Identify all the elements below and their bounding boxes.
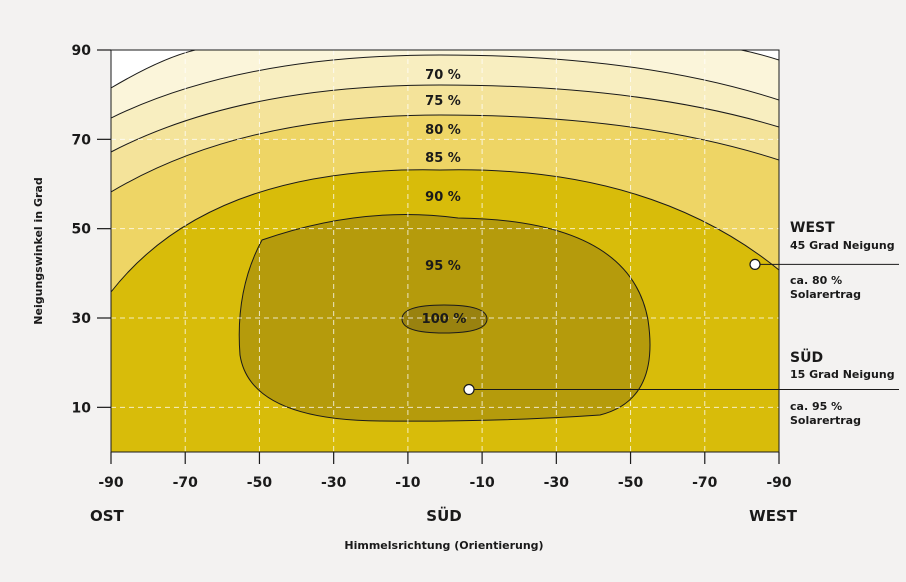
- contour-level-label: 70 %: [425, 68, 461, 83]
- x-tick-label: -90: [766, 475, 792, 491]
- x-tick-label: -30: [321, 475, 347, 491]
- contour-level-label: 90 %: [425, 190, 461, 205]
- direction-label: SÜD: [426, 506, 461, 525]
- x-tick-label: -90: [98, 475, 124, 491]
- y-tick-label: 30: [72, 311, 92, 327]
- annotation-heading: WEST: [790, 220, 835, 236]
- x-tick-label: -10: [395, 475, 421, 491]
- direction-label: OST: [90, 507, 125, 525]
- annotation-tilt-text: 45 Grad Neigung: [790, 239, 895, 252]
- x-tick-label: -50: [247, 475, 273, 491]
- y-tick-label: 70: [72, 132, 92, 148]
- annotation-value-text: ca. 95 %: [790, 400, 842, 413]
- x-tick-label: -50: [618, 475, 644, 491]
- contour-level-label: 75 %: [425, 94, 461, 109]
- annotation-tilt-text: 15 Grad Neigung: [790, 368, 895, 381]
- y-tick-label: 10: [72, 400, 92, 416]
- annotation-heading: SÜD: [790, 348, 823, 366]
- y-tick-label: 50: [72, 222, 92, 238]
- x-tick-label: -70: [692, 475, 718, 491]
- contour-band: [401, 304, 488, 334]
- annotation-value-text: ca. 80 %: [790, 274, 842, 287]
- plot-frame: [110, 49, 780, 453]
- contour-level-label: 80 %: [425, 123, 461, 138]
- x-axis-title: Himmelsrichtung (Orientierung): [344, 539, 543, 552]
- y-tick-label: 90: [72, 43, 92, 59]
- annotation-value-sub: Solarertrag: [790, 288, 861, 301]
- y-axis-title: Neigungswinkel in Grad: [32, 177, 45, 324]
- annotation-value-sub: Solarertrag: [790, 414, 861, 427]
- annotation-marker: [463, 383, 475, 396]
- contour-bands: [111, 50, 779, 452]
- contour-level-label: 85 %: [425, 151, 461, 166]
- contour-level-label: 100 %: [422, 312, 467, 327]
- x-tick-label: -30: [544, 475, 570, 491]
- direction-label: WEST: [749, 507, 798, 525]
- x-tick-label: -10: [469, 475, 495, 491]
- contour-level-label: 95 %: [425, 259, 461, 274]
- x-tick-label: -70: [173, 475, 199, 491]
- annotation-marker: [749, 258, 761, 270]
